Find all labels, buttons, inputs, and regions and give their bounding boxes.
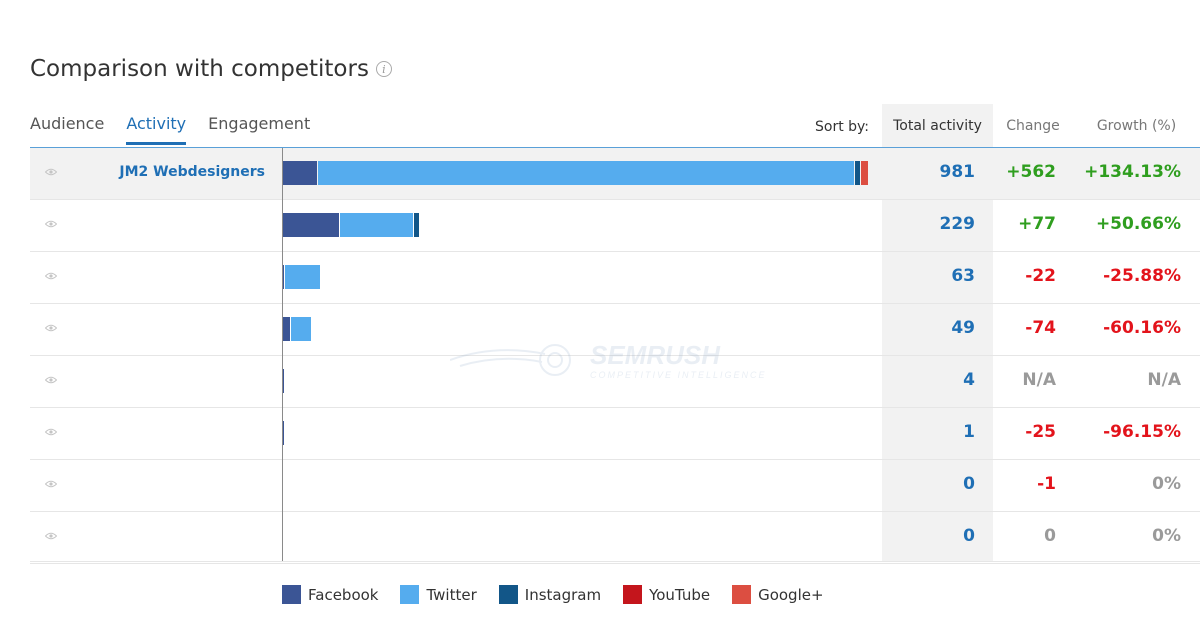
- bar-segment-twitter[interactable]: [291, 317, 312, 341]
- bar-segment-twitter[interactable]: [339, 213, 413, 237]
- bar-segment-facebook[interactable]: [283, 317, 291, 341]
- legend-swatch: [400, 585, 420, 604]
- bar-segment-instagram[interactable]: [413, 213, 419, 237]
- sort-change-header[interactable]: Change: [1006, 117, 1060, 134]
- table-row: 49 -74 -60.16%: [30, 304, 1200, 356]
- eye-icon[interactable]: [45, 220, 57, 228]
- eye-icon[interactable]: [45, 324, 57, 332]
- semrush-logo-icon: [450, 344, 571, 376]
- growth-value: N/A: [1147, 370, 1181, 390]
- total-activity-value: 0: [963, 526, 975, 546]
- bar-segment-facebook[interactable]: [283, 421, 284, 445]
- legend-item[interactable]: Twitter: [400, 585, 477, 604]
- total-activity-value: 4: [963, 370, 975, 390]
- legend-swatch: [732, 585, 752, 604]
- growth-value: +134.13%: [1084, 162, 1181, 182]
- growth-value: 0%: [1152, 474, 1181, 494]
- change-value: +562: [1006, 162, 1056, 182]
- eye-icon[interactable]: [45, 272, 57, 280]
- legend-swatch: [498, 585, 518, 604]
- legend-label: Google+: [758, 585, 824, 604]
- bar-segment-facebook[interactable]: [283, 369, 285, 393]
- tab-activity[interactable]: Activity: [126, 114, 187, 145]
- table-row: JM2 Webdesigners 981 +562 +134.13%: [30, 148, 1200, 200]
- semrush-watermark: SEMRUSH COMPETITIVE INTELLIGENCE: [450, 340, 767, 380]
- growth-value: -25.88%: [1103, 266, 1181, 286]
- growth-value: 0%: [1152, 526, 1181, 546]
- growth-value: +50.66%: [1095, 214, 1181, 234]
- eye-icon[interactable]: [45, 428, 57, 436]
- page-title: Comparison with competitors i: [30, 56, 392, 82]
- legend-label: Twitter: [426, 585, 477, 604]
- bar-segment-facebook[interactable]: [283, 213, 339, 237]
- legend-item[interactable]: YouTube: [623, 585, 710, 604]
- total-activity-value: 1: [963, 422, 975, 442]
- chart-axis-line: [282, 148, 283, 561]
- watermark-tagline: COMPETITIVE INTELLIGENCE: [590, 370, 767, 380]
- legend-item[interactable]: Facebook: [282, 585, 378, 604]
- table-row: 1 -25 -96.15%: [30, 408, 1200, 460]
- change-value: -25: [1025, 422, 1056, 442]
- legend-swatch: [623, 585, 643, 604]
- growth-value: -96.15%: [1103, 422, 1181, 442]
- bar-segment-twitter[interactable]: [317, 161, 854, 185]
- total-activity-value: 49: [951, 318, 975, 338]
- tab-audience[interactable]: Audience: [30, 114, 105, 133]
- table-row: 0 -1 0%: [30, 460, 1200, 512]
- total-activity-value: 229: [939, 214, 976, 234]
- change-value: -22: [1025, 266, 1056, 286]
- legend-label: YouTube: [649, 585, 711, 604]
- info-icon[interactable]: i: [375, 61, 392, 77]
- change-value: -74: [1025, 318, 1056, 338]
- sort-growth-header[interactable]: Growth (%): [1096, 117, 1177, 134]
- bar-segment-facebook[interactable]: [283, 265, 285, 289]
- page-title-text: Comparison with competitors: [30, 56, 369, 82]
- table-row: 63 -22 -25.88%: [30, 252, 1200, 304]
- bar-segment-google[interactable]: [861, 161, 868, 185]
- sort-by-label: Sort by:: [815, 119, 870, 135]
- eye-icon[interactable]: [45, 168, 57, 176]
- change-value: 0: [1044, 526, 1056, 546]
- chart-legend: Facebook Twitter Instagram YouTube Google+: [282, 585, 824, 604]
- total-activity-value: 0: [963, 474, 975, 494]
- table-row: 229 +77 +50.66%: [30, 200, 1200, 252]
- change-value: +77: [1018, 214, 1056, 234]
- sort-total-activity-header[interactable]: Total activity: [893, 117, 982, 134]
- change-value: -1: [1037, 474, 1056, 494]
- legend-item[interactable]: Google+: [732, 585, 824, 604]
- table-row: 4 N/A N/A: [30, 356, 1200, 408]
- total-activity-value: 981: [939, 162, 976, 182]
- legend-label: Facebook: [308, 585, 379, 604]
- legend-swatch: [282, 585, 301, 604]
- bar-segment-instagram[interactable]: [854, 161, 861, 185]
- bar-segment-facebook[interactable]: [283, 161, 317, 185]
- watermark-brand: SEMRUSH: [590, 340, 721, 370]
- growth-value: -60.16%: [1103, 318, 1181, 338]
- total-activity-value: 63: [951, 266, 975, 286]
- table-bottom-divider: [30, 561, 1200, 562]
- competitor-name[interactable]: JM2 Webdesigners: [119, 164, 265, 180]
- tab-engagement[interactable]: Engagement: [208, 114, 311, 133]
- bar-segment-twitter[interactable]: [285, 265, 320, 289]
- tab-bar: Audience Activity Engagement: [30, 114, 310, 145]
- eye-icon[interactable]: [45, 480, 57, 488]
- legend-item[interactable]: Instagram: [498, 585, 602, 604]
- table-row: 0 0 0%: [30, 512, 1200, 564]
- change-value: N/A: [1022, 370, 1056, 390]
- eye-icon[interactable]: [45, 532, 57, 540]
- legend-label: Instagram: [524, 585, 602, 604]
- eye-icon[interactable]: [45, 376, 57, 384]
